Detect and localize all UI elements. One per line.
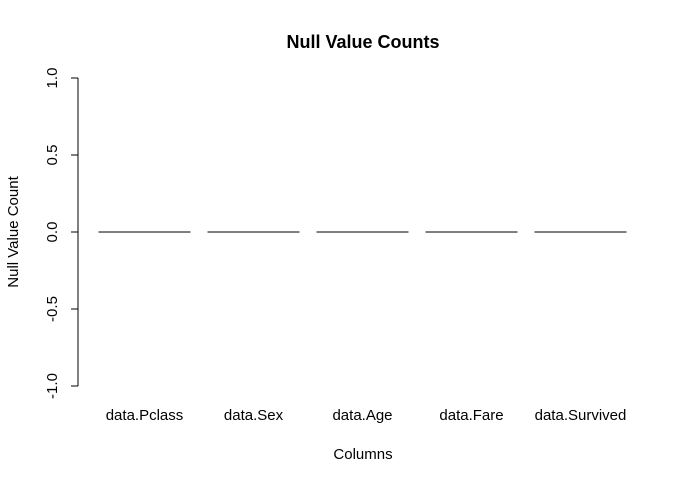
x-tick-labels: data.Pclass data.Sex data.Age data.Fare data… [106, 407, 627, 424]
x-tick-label: data.Age [332, 407, 392, 424]
chart-title: Null Value Counts [286, 32, 439, 52]
x-tick-label: data.Survived [535, 407, 627, 424]
x-axis-label: Columns [333, 446, 392, 463]
y-tick-label: 0.0 [44, 222, 61, 243]
x-tick-label: data.Fare [439, 407, 503, 424]
x-tick-label: data.Pclass [106, 407, 184, 424]
y-axis: -1.0 -0.5 0.0 0.5 1.0 [44, 68, 79, 399]
y-tick-label: -0.5 [44, 296, 61, 322]
y-tick-label: 0.5 [44, 145, 61, 166]
x-tick-label: data.Sex [224, 407, 284, 424]
y-tick-label: -1.0 [44, 373, 61, 399]
y-axis-label: Null Value Count [5, 175, 22, 287]
y-tick-label: 1.0 [44, 68, 61, 89]
